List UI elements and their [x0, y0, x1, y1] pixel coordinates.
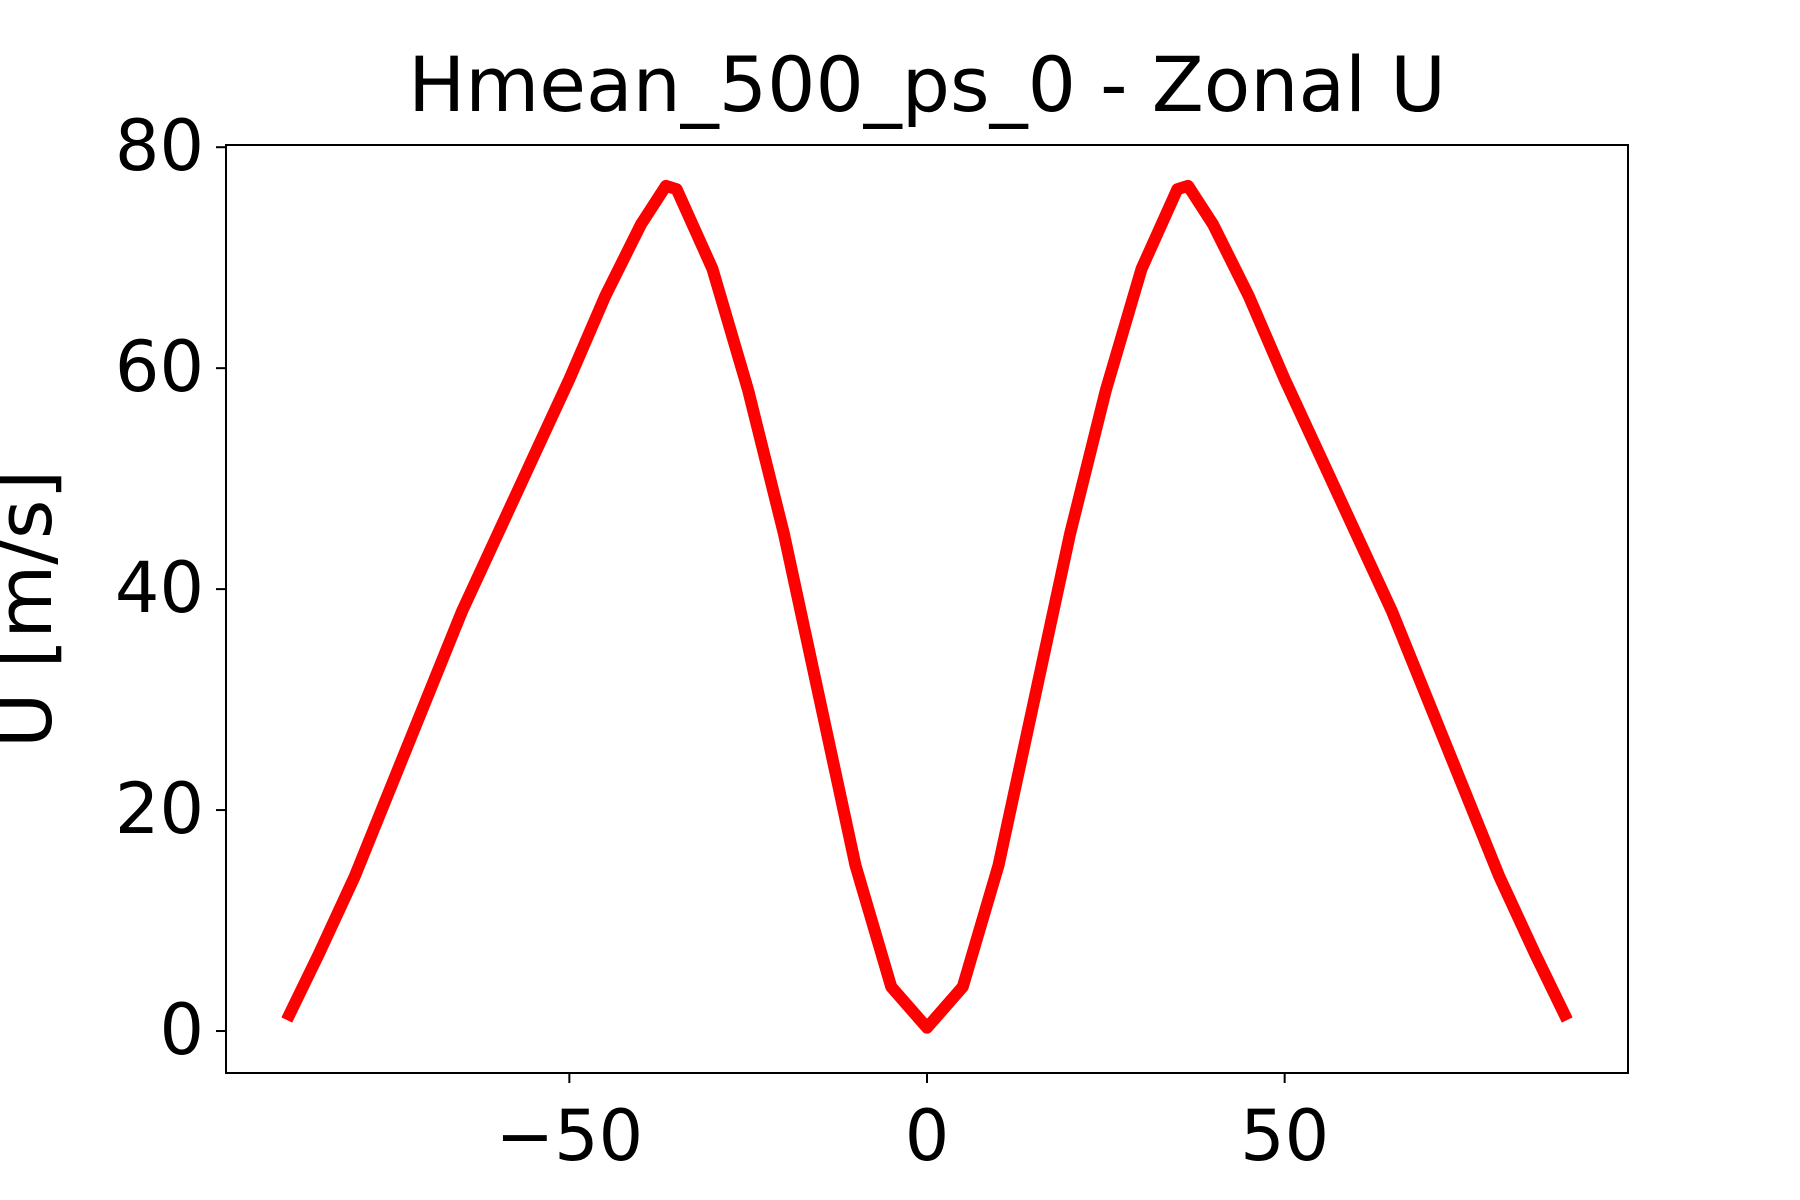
data-line: [281, 179, 1573, 1034]
x-tick-label: −50: [495, 1095, 643, 1177]
y-tick-label: 20: [115, 768, 204, 850]
y-tick-label: 0: [159, 989, 204, 1071]
y-axis-label: U [m/s]: [0, 470, 69, 748]
x-tick-label: 50: [1240, 1095, 1329, 1177]
plot-frame: [225, 144, 1629, 1074]
chart-title: Hmean_500_ps_0 - Zonal U: [408, 40, 1446, 129]
y-tick-label: 40: [115, 547, 204, 629]
x-tick-label: 0: [905, 1095, 950, 1177]
y-tick-label: 60: [115, 326, 204, 408]
y-tick-label: 80: [115, 105, 204, 187]
